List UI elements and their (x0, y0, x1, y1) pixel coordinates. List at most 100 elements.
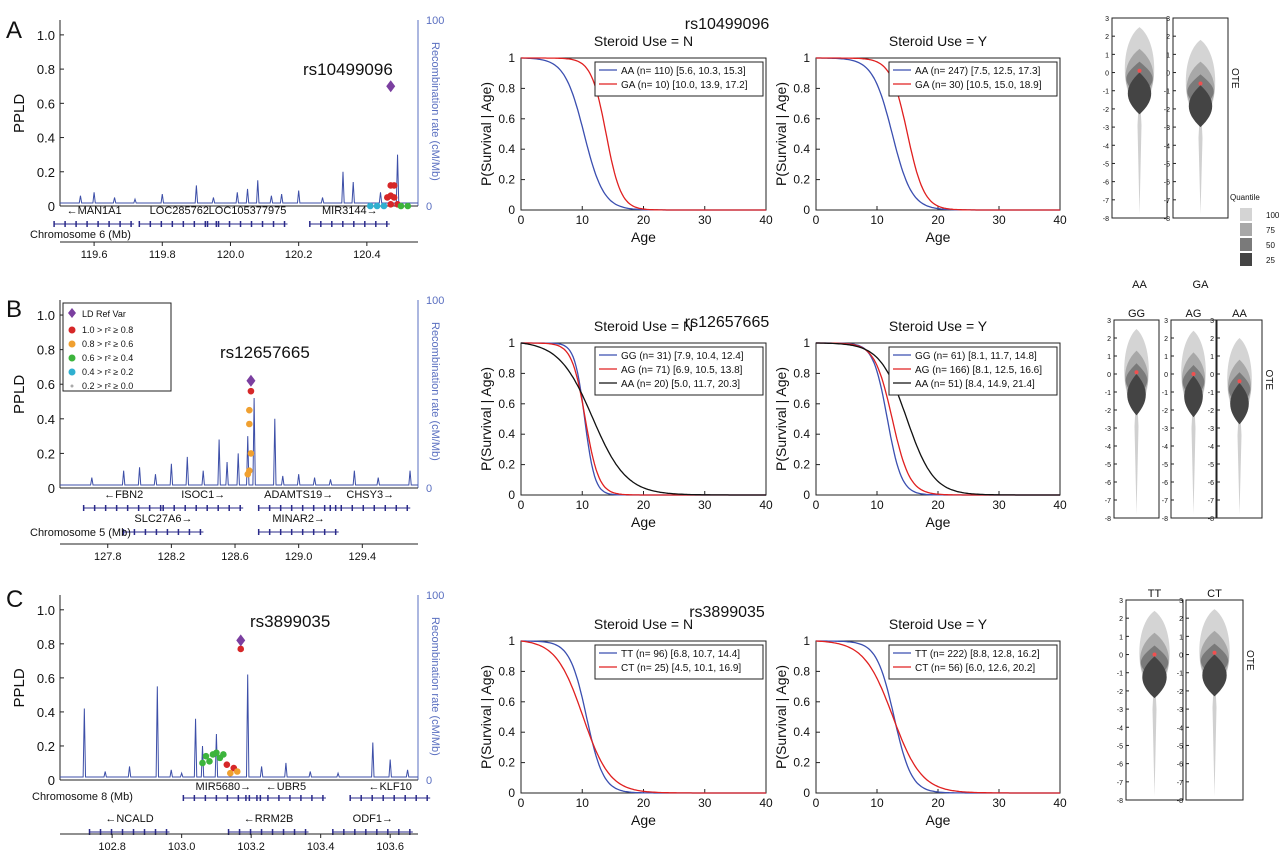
legend-diamond-icon (68, 308, 76, 318)
ppld-point (397, 202, 405, 210)
x-tick-label: 20 (931, 213, 945, 227)
x-axis-label: Age (631, 812, 656, 828)
ppld-point (373, 202, 381, 210)
panel-letter: B (6, 296, 22, 323)
x-tick-label: 30 (698, 213, 712, 227)
survival-curve (815, 640, 1060, 794)
x-tick-label: 30 (992, 498, 1006, 512)
gene-label: LOC105377975 (209, 205, 287, 217)
group-label: AA (1232, 308, 1247, 320)
y-tick-label: -6 (1177, 762, 1183, 769)
y-tick-label: 0 (1210, 372, 1214, 379)
ld-legend-title: LD Ref Var (82, 309, 126, 319)
x-axis-label: Age (926, 812, 951, 828)
y-tick-label: 1 (1210, 354, 1214, 361)
y-tick-label: 0.8 (793, 664, 810, 678)
violin-group: 3 2 1 0 -1 -2 -3 -4 -5 -6 -7 -8 GA (1164, 16, 1229, 291)
survival-subplot: Steroid Use = N 0 10 20 30 40 0 0.2 0.4 0.6 0.8 1 Ag… (478, 318, 773, 530)
y-tick-label: 1.0 (37, 28, 55, 43)
y-tick-label: 0 (1166, 71, 1170, 78)
y-tick-label: 2 (1107, 336, 1111, 343)
panel-letter: A (6, 17, 22, 44)
y-tick-label: 0.8 (498, 366, 515, 380)
x-tick-label: 120.4 (353, 249, 381, 261)
y-tick-label: -1 (1105, 390, 1111, 397)
quantile-legend-item: 25 (1266, 256, 1275, 265)
y-tick-label: -3 (1208, 426, 1214, 433)
y-tick-label: -8 (1117, 798, 1123, 805)
x-tick-label: 40 (759, 498, 773, 512)
lead-snp-marker (246, 374, 256, 387)
y-axis-label: P(Survival | Age) (773, 665, 789, 769)
x-tick-label: 10 (870, 213, 884, 227)
ppld-point (246, 406, 253, 414)
survival-subplot: Steroid Use = Y 0 10 20 30 40 0 0.2 0.4 0.6 0.8 1 Ag… (773, 33, 1067, 245)
violin-tail (1134, 386, 1139, 515)
y-tick-label: 3 (1105, 16, 1109, 23)
y-tick-label: 1 (803, 336, 810, 350)
y-tick-label: 3 (1107, 318, 1111, 325)
ppld-point (213, 749, 220, 757)
y-tick-label: 0 (508, 488, 515, 502)
y-tick-label: -3 (1164, 125, 1170, 132)
y-axis-label: P(Survival | Age) (773, 367, 789, 471)
x-tick-label: 20 (637, 498, 651, 512)
y-tick-label: 3 (1166, 16, 1170, 23)
survival-title: rs3899035 (689, 604, 765, 621)
recombination-line (60, 674, 418, 778)
x-tick-label: 40 (1053, 796, 1067, 810)
violin-median-point (1237, 379, 1242, 384)
ppld-point (247, 450, 255, 457)
y-tick-label: -2 (1103, 107, 1109, 114)
violin-frame (1172, 17, 1229, 219)
y-tick-label: -8 (1105, 516, 1111, 523)
x-tick-label: 103.2 (237, 841, 265, 853)
y-tick-label: 0.4 (37, 705, 55, 720)
y-tick-label: 0.4 (793, 142, 810, 156)
x-axis-label: Age (631, 229, 656, 245)
y-tick-label: 2 (1210, 336, 1214, 343)
y-axis-label: P(Survival | Age) (478, 367, 494, 471)
ppld-point (220, 751, 227, 758)
group-label: GA (1193, 279, 1210, 291)
ld-legend-item: 0.2 > r² ≥ 0.0 (82, 381, 133, 391)
violin-group: 3 2 1 0 -1 -2 -3 -4 -5 -6 -7 -8 TT (1117, 588, 1184, 805)
x-tick-label: 0 (813, 498, 820, 512)
y-tick-label: 0.2 (37, 446, 55, 461)
subplot-title: Steroid Use = Y (889, 616, 988, 632)
y-tick-label: 1.0 (37, 308, 55, 323)
y-tick-label: -4 (1103, 143, 1109, 150)
y-tick-label: 0 (48, 773, 55, 788)
y-tick-label: 1 (1164, 354, 1168, 361)
y-tick-label: -4 (1177, 725, 1183, 732)
y-tick-label: -5 (1162, 462, 1168, 469)
x-tick-label: 0 (518, 213, 525, 227)
y-tick-label: -7 (1103, 198, 1109, 205)
y-axis-label: PPLD (11, 375, 28, 414)
legend-entry: CT (n= 56) [6.0, 12.6, 20.2] (915, 663, 1035, 674)
chromosome-label: Chromosome 6 (Mb) (30, 229, 131, 241)
violin-tail (1212, 667, 1217, 797)
ld-legend-box (62, 302, 172, 392)
violin-frame (1170, 319, 1217, 519)
gene-label: CHSY3→ (346, 489, 394, 501)
chromosome-label: Chromosome 8 (Mb) (32, 791, 133, 803)
x-tick-label: 30 (698, 498, 712, 512)
legend-entry: TT (n= 222) [8.8, 12.8, 16.2] (915, 649, 1040, 660)
y-tick-label: 0 (1164, 372, 1168, 379)
violin-group: 3 2 1 0 -1 -2 -3 -4 -5 -6 -7 -8 GG (1105, 308, 1160, 523)
y-tick-label: 0.6 (793, 695, 810, 709)
x-tick-label: 40 (759, 796, 773, 810)
gene-label: ←FBN2 (104, 489, 143, 501)
y-tick-label: 0.6 (498, 695, 515, 709)
survival-subplot: Steroid Use = Y 0 10 20 30 40 0 0.2 0.4 0.6 0.8 1 Ag… (773, 616, 1067, 828)
y-tick-label: -5 (1103, 161, 1109, 168)
recombination-line (60, 154, 418, 204)
y-tick-label: -3 (1177, 707, 1183, 714)
gene-label: ←UBR5 (266, 781, 306, 793)
subplot-title: Steroid Use = N (594, 318, 693, 334)
quantile-swatch (1240, 238, 1252, 251)
x-tick-label: 129.4 (349, 551, 377, 563)
y-tick-label: 1 (508, 634, 515, 648)
